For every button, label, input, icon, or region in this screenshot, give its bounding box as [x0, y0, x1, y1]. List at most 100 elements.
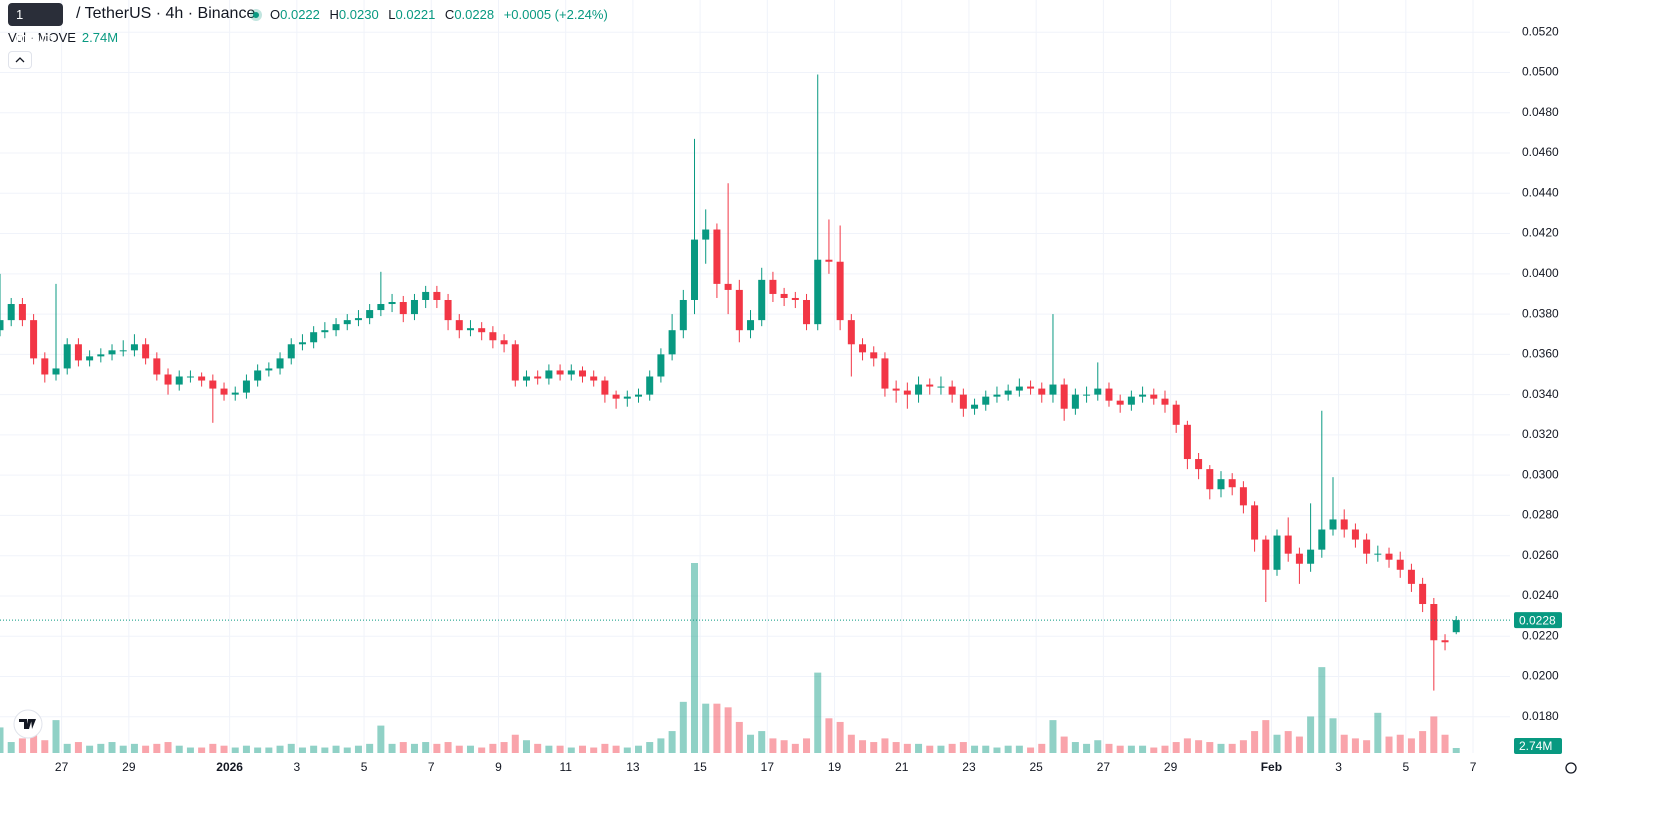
x-tick-label: 5 — [1402, 760, 1409, 774]
candle-body — [321, 330, 329, 333]
candle-body — [1004, 390, 1012, 395]
interval-tooltip: 1 minute — [8, 3, 64, 45]
candle-body — [511, 344, 519, 381]
candle-body — [1049, 384, 1057, 395]
candle-body — [388, 302, 396, 305]
candle-body — [1206, 469, 1214, 490]
volume-bar — [18, 738, 26, 753]
volume-bar — [74, 742, 82, 753]
chevron-icon — [15, 57, 25, 63]
candle-body — [1374, 553, 1382, 555]
volume-bar — [254, 747, 262, 753]
x-tick-label: 5 — [361, 760, 368, 774]
y-tick-label: 0.0480 — [1522, 105, 1559, 119]
settings-button[interactable] — [1565, 762, 1577, 774]
last-price-tag — [1514, 612, 1562, 629]
volume-bar — [198, 747, 206, 753]
candle-body — [1441, 640, 1449, 643]
volume-bar — [1318, 667, 1326, 753]
ohlc: O0.0222 H0.0230 L0.0221 C0.0228 +0.0005 … — [270, 7, 614, 22]
volume-bar — [1038, 743, 1046, 753]
candle-body — [1015, 386, 1023, 391]
x-tick-label: Feb — [1261, 760, 1282, 774]
x-tick-label: 3 — [1335, 760, 1342, 774]
y-tick-label: 0.0400 — [1522, 266, 1559, 280]
volume-bar — [444, 742, 452, 753]
volume-bar — [433, 743, 441, 753]
volume-bar — [265, 747, 273, 753]
volume-bar — [847, 734, 855, 753]
volume-bar — [1172, 742, 1180, 753]
candle-body — [1183, 424, 1191, 460]
x-tick-label: 25 — [1029, 760, 1043, 774]
volume-bar — [1004, 745, 1012, 753]
volume-bar — [1340, 734, 1348, 753]
volume-bar — [1441, 734, 1449, 753]
candle-body — [870, 352, 878, 359]
y-tick-label: 0.0520 — [1522, 24, 1559, 38]
y-tick-label: 0.0420 — [1522, 226, 1559, 240]
ohlc-label: L — [388, 7, 396, 22]
volume-bar — [1407, 738, 1415, 753]
volume-bar — [287, 743, 295, 753]
candle-body — [556, 370, 564, 375]
candle-body — [747, 320, 755, 331]
volume-bar — [556, 745, 564, 753]
candle-body — [545, 370, 553, 379]
volume-bar — [1239, 740, 1247, 753]
candle-body — [1419, 583, 1427, 605]
volume-bar — [63, 743, 71, 753]
candle-body — [86, 356, 94, 361]
candle-body — [1161, 398, 1169, 405]
candle-body — [859, 344, 867, 353]
x-tick-label: 7 — [1470, 760, 1477, 774]
volume-bar — [601, 743, 609, 753]
candle-body — [937, 386, 945, 388]
volume-bar — [1195, 740, 1203, 753]
candle-body — [915, 384, 923, 395]
tv-logo-mark — [19, 719, 36, 729]
volume-bar — [836, 721, 844, 753]
volume-bar — [623, 747, 631, 753]
candle-body — [1172, 404, 1180, 425]
volume-bar — [186, 747, 194, 753]
y-tick-label: 0.0220 — [1522, 628, 1559, 642]
candle-body — [1071, 394, 1079, 409]
volume-bar — [702, 703, 710, 753]
y-tick-label: 0.0240 — [1522, 588, 1559, 602]
symbol[interactable]: / TetherUS · 4h · Binance — [76, 5, 256, 22]
candle-body — [926, 384, 934, 387]
candle-body — [1351, 529, 1359, 540]
volume-bar — [1083, 743, 1091, 753]
volume-bar — [1217, 743, 1225, 753]
candle-body — [18, 304, 26, 321]
volume-bar — [276, 745, 284, 753]
candle-body — [612, 394, 620, 399]
x-tick-label: 29 — [1164, 760, 1178, 774]
x-tick-label: 17 — [761, 760, 775, 774]
candle-body — [1284, 535, 1292, 554]
volume-bar — [522, 740, 530, 753]
volume-bar — [612, 745, 620, 753]
candle-body — [1407, 569, 1415, 584]
candle-body — [881, 358, 889, 389]
candle-body — [1139, 394, 1147, 397]
volume-bar — [1027, 747, 1035, 753]
collapse-button[interactable] — [8, 51, 32, 69]
y-tick-label: 0.0440 — [1522, 185, 1559, 199]
candle-body — [1195, 459, 1203, 470]
x-tick-label: 29 — [122, 760, 136, 774]
volume-bar — [399, 742, 407, 753]
candle-body — [1239, 487, 1247, 506]
volume-bar — [982, 745, 990, 753]
candle-body — [1251, 505, 1259, 540]
volume-bar — [578, 745, 586, 753]
candle-body — [1363, 539, 1371, 554]
volume-bar — [1116, 745, 1124, 753]
volume-bar — [455, 745, 463, 753]
x-tick-label: 13 — [626, 760, 640, 774]
volume-bar — [388, 743, 396, 753]
volume-bar — [220, 745, 228, 753]
y-tick-label: 0.0360 — [1522, 347, 1559, 361]
